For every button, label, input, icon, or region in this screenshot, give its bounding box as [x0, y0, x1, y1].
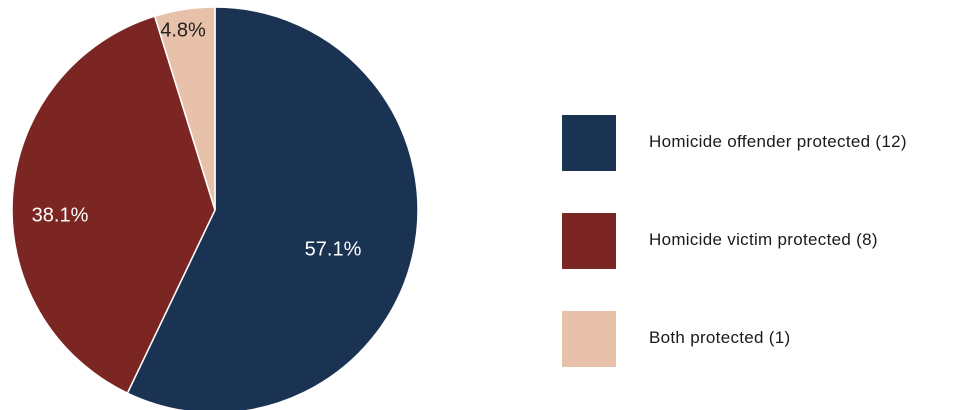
- legend-label-victim: Homicide victim protected (8): [649, 230, 878, 249]
- legend-item-both: Both protected (1): [562, 311, 979, 367]
- pie-chart: 57.1% 38.1% 4.8%: [11, 6, 419, 410]
- slice-label-offender: 57.1%: [305, 238, 362, 260]
- legend-label-offender: Homicide offender protected (12): [649, 132, 907, 151]
- legend-label-both: Both protected (1): [649, 328, 791, 347]
- legend-swatch-both: [562, 311, 616, 367]
- slice-victim: [11, 15, 216, 395]
- slice-offender: [126, 6, 419, 410]
- slice-label-both: 4.8%: [160, 19, 206, 41]
- legend-swatch-victim: [562, 213, 616, 269]
- legend-swatch-offender: [562, 115, 616, 171]
- slice-label-victim: 38.1%: [32, 204, 89, 226]
- legend-item-victim: Homicide victim protected (8): [562, 213, 979, 269]
- legend-item-offender: Homicide offender protected (12): [562, 115, 979, 171]
- slice-both: [153, 6, 216, 211]
